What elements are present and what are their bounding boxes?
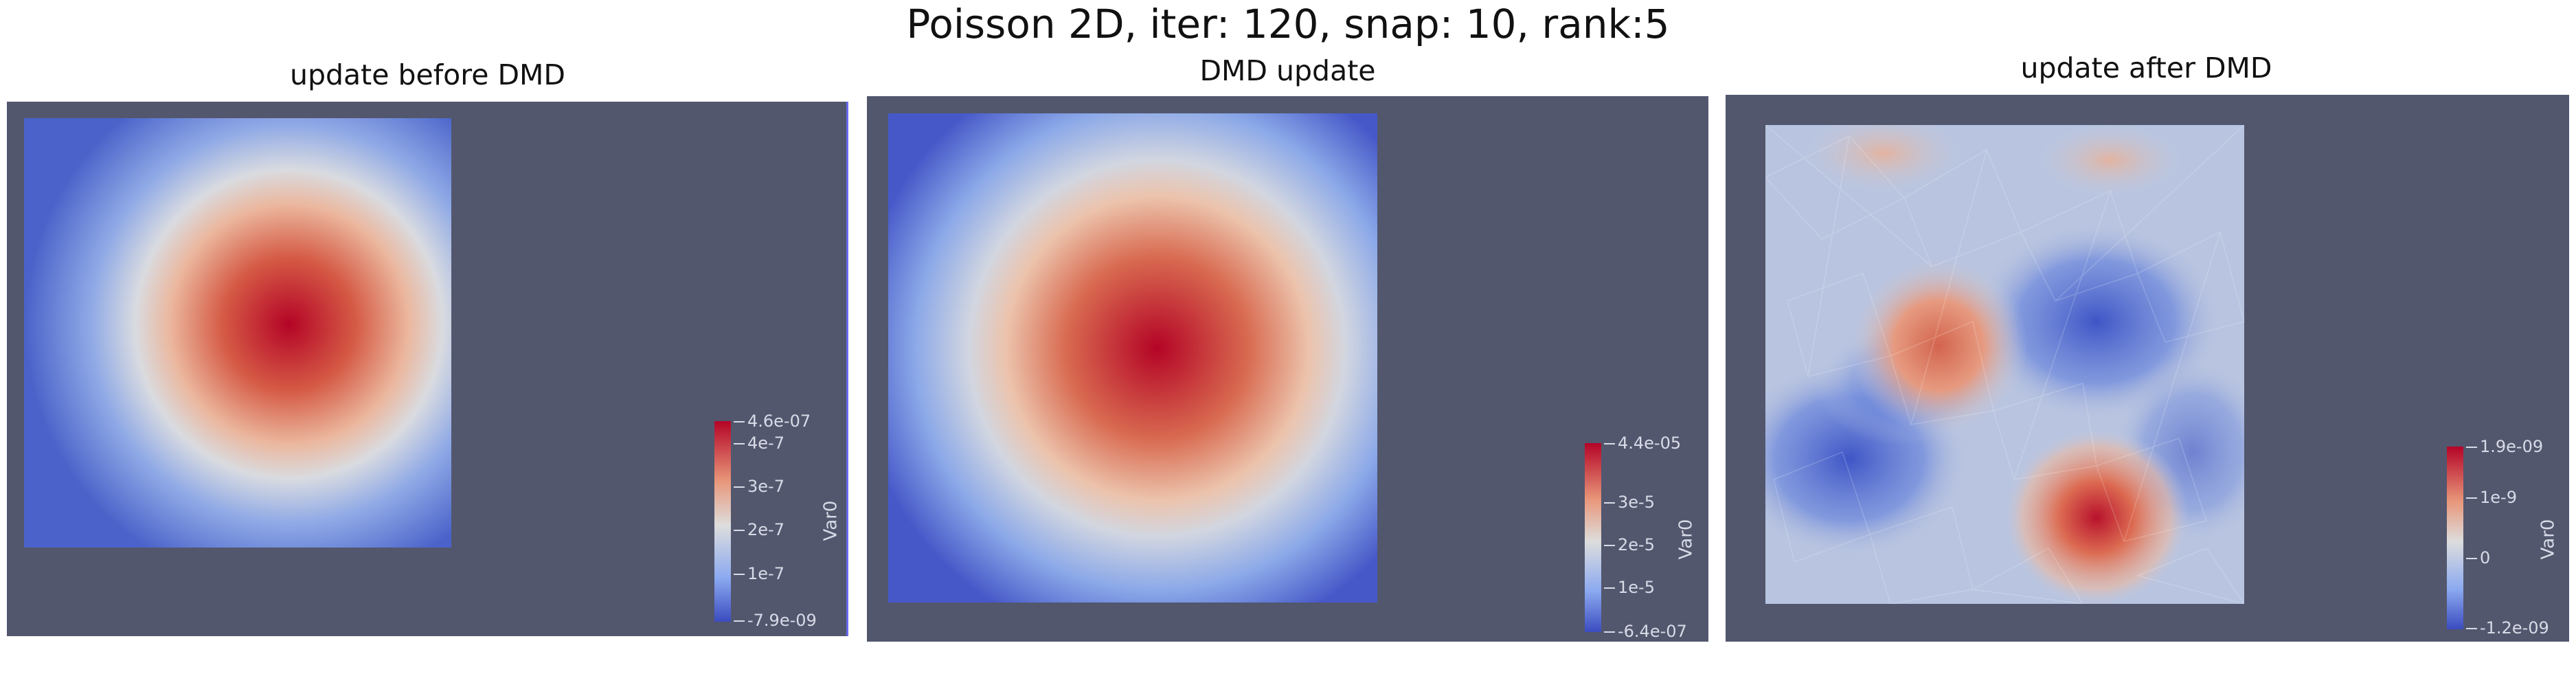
panel-1-variable-label: Var0	[820, 500, 841, 541]
panel-1-render	[24, 118, 451, 548]
panel-3-colorbar-gradient	[2447, 447, 2463, 629]
panel-2-colorbar-gradient	[1585, 443, 1601, 632]
panel-3-colorbar: 1.9e-09 1e-9 0 -1.2e-09 Var0	[2447, 437, 2567, 639]
panel-2-colorbar: 4.4e-05 3e-5 2e-5 1e-5 -6.4e-07 Var0	[1585, 433, 1705, 641]
panel-3-viewport[interactable]: 1.9e-09 1e-9 0 -1.2e-09 Var0	[1726, 95, 2569, 642]
panel-2-title: DMD update	[1199, 54, 1376, 87]
panel-1-colorbar: 4.6e-07 4e-7 3e-7 2e-7 1e-7 -7.9e-09 Var…	[714, 412, 845, 630]
panel-3-variable-label: Var0	[2538, 519, 2559, 560]
panel-1-viewport[interactable]: 4.6e-07 4e-7 3e-7 2e-7 1e-7 -7.9e-09 Var…	[7, 102, 848, 636]
panel-3-title: update after DMD	[2020, 52, 2272, 85]
panel-2-variable-label: Var0	[1675, 519, 1697, 560]
panel-1-title: update before DMD	[290, 58, 565, 91]
panel-1-colorbar-gradient	[714, 421, 731, 622]
panel-3-render	[1765, 125, 2244, 604]
panel-1-edge-line	[846, 102, 848, 636]
panel-2-viewport[interactable]: 4.4e-05 3e-5 2e-5 1e-5 -6.4e-07 Var0	[867, 96, 1708, 642]
panel-2-domain	[888, 113, 1377, 602]
panel-1-domain	[24, 118, 451, 548]
panel-2-render	[888, 113, 1377, 602]
figure-title: Poisson 2D, iter: 120, snap: 10, rank:5	[906, 1, 1670, 47]
